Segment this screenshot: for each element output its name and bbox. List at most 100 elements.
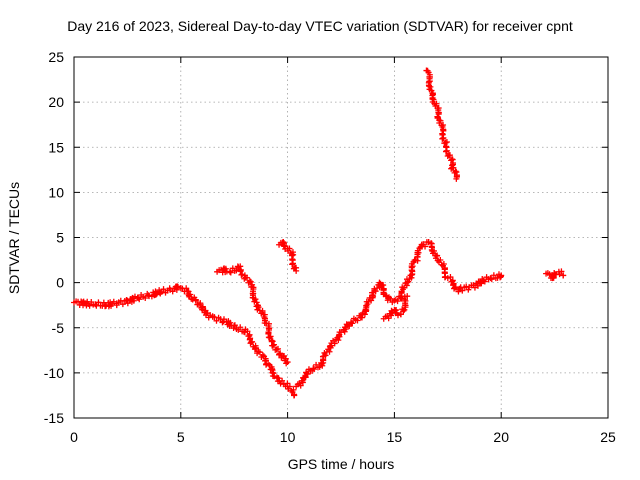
x-tick-label: 5: [177, 429, 185, 445]
data-marker: [471, 284, 478, 291]
data-point: [498, 272, 505, 279]
data-marker: [387, 295, 394, 302]
data-marker: [256, 349, 263, 356]
data-marker: [130, 297, 137, 304]
data-marker: [267, 333, 274, 340]
data-marker: [463, 283, 470, 290]
data-marker: [286, 245, 293, 252]
data-marker: [227, 269, 234, 276]
data-marker: [119, 301, 126, 308]
data-marker: [86, 302, 93, 309]
data-marker: [275, 345, 282, 352]
data-marker: [231, 322, 238, 329]
data-marker: [443, 139, 450, 146]
y-tick-label: 20: [48, 94, 64, 110]
x-axis-label: GPS time / hours: [287, 456, 395, 472]
data-marker: [394, 298, 401, 305]
data-marker: [123, 297, 130, 304]
data-marker: [153, 291, 160, 298]
data-point: [293, 267, 300, 274]
data-marker: [289, 260, 296, 267]
data-marker: [437, 117, 444, 124]
data-marker: [197, 300, 204, 307]
data-marker: [275, 375, 282, 382]
plot-frame: [73, 56, 609, 419]
data-marker: [342, 325, 349, 332]
data-marker: [244, 274, 251, 281]
data-marker: [440, 134, 447, 141]
data-marker: [269, 342, 276, 349]
data-marker: [372, 288, 379, 295]
data-marker: [349, 320, 356, 327]
y-tick-label: -10: [44, 365, 64, 381]
data-marker: [422, 243, 429, 250]
data-marker: [437, 256, 444, 263]
data-marker: [415, 249, 422, 256]
data-marker: [455, 288, 462, 295]
chart-title: Day 216 of 2023, Sidereal Day-to-day VTE…: [67, 18, 573, 34]
y-tick-label: 10: [48, 184, 64, 200]
y-tick-label: 5: [56, 230, 64, 246]
data-marker: [286, 383, 293, 390]
y-tick-label: -5: [52, 320, 65, 336]
data-marker: [326, 343, 333, 350]
data-marker: [459, 287, 466, 294]
data-marker: [361, 311, 368, 318]
data-marker: [259, 307, 266, 314]
data-marker: [331, 340, 338, 347]
data-marker: [142, 295, 149, 302]
y-tick-label: 0: [56, 275, 64, 291]
data-marker: [160, 286, 167, 293]
data-point: [310, 365, 317, 372]
y-tick-label: 15: [48, 139, 64, 155]
data-marker: [259, 352, 266, 359]
data-marker: [279, 377, 286, 384]
data-marker: [174, 283, 181, 290]
data-marker: [481, 278, 488, 285]
data-point: [284, 359, 291, 366]
data-marker: [433, 100, 440, 107]
data-marker: [434, 113, 441, 120]
data-series: [71, 67, 567, 399]
data-marker: [439, 135, 446, 142]
data-point: [145, 292, 152, 299]
data-point: [487, 275, 494, 282]
data-marker: [488, 276, 495, 283]
x-tick-label: 25: [600, 429, 616, 445]
data-marker: [255, 304, 262, 311]
data-marker: [237, 324, 244, 331]
data-marker: [247, 278, 254, 285]
data-point: [560, 272, 567, 279]
data-marker: [239, 271, 246, 278]
data-marker: [394, 312, 401, 319]
data-marker: [271, 373, 278, 380]
data-marker: [439, 130, 446, 137]
y-tick-label: 25: [48, 49, 64, 65]
x-tick-label: 15: [387, 429, 403, 445]
x-tick-label: 10: [280, 429, 296, 445]
x-tick-label: 0: [70, 429, 78, 445]
data-marker: [237, 266, 244, 273]
data-marker: [192, 296, 199, 303]
data-marker: [443, 147, 450, 154]
data-marker: [558, 268, 565, 275]
data-marker: [213, 317, 220, 324]
data-marker: [409, 263, 416, 270]
data-marker: [433, 253, 440, 260]
x-tick-label: 20: [493, 429, 509, 445]
data-marker: [430, 96, 437, 103]
data-point: [404, 293, 411, 300]
data-marker: [401, 296, 408, 303]
data-marker: [222, 265, 229, 272]
data-marker: [131, 293, 138, 300]
data-marker: [95, 299, 102, 306]
data-marker: [427, 83, 434, 90]
data-marker: [265, 329, 272, 336]
data-marker: [452, 168, 459, 175]
data-marker: [270, 341, 277, 348]
data-marker: [252, 296, 259, 303]
data-point: [291, 392, 298, 399]
data-marker: [397, 311, 404, 318]
data-marker: [227, 319, 234, 326]
